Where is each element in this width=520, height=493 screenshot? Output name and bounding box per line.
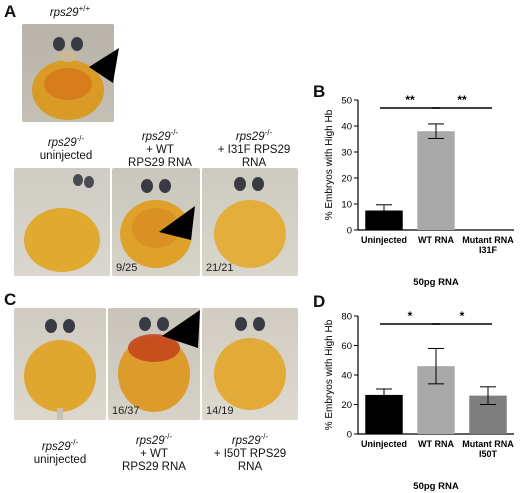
embryo-photo-a-uninjected — [14, 168, 110, 276]
caption-c-line: + WT — [140, 447, 168, 460]
embryo-photo-c-wt — [108, 308, 200, 420]
y-tick-label: 50 — [341, 96, 352, 107]
y-tick-label: 40 — [341, 122, 352, 133]
bar — [365, 210, 403, 230]
embryo-photo-a-mutant — [202, 168, 298, 276]
embryo-c-uninjected-drawing — [24, 319, 96, 420]
caption-a-gene: rps29 — [235, 130, 265, 143]
category-label: WT RNA — [418, 439, 454, 449]
category-label-line: I50T — [479, 449, 498, 459]
count-c-mutant: 14/19 — [206, 405, 234, 417]
arrowhead-icon — [89, 48, 119, 83]
caption-a-mutant: rps29-/- + I31F RPS29 RNA — [206, 126, 302, 170]
count-c-wt: 16/37 — [112, 405, 140, 417]
panel-b-letter: B — [313, 82, 326, 101]
wildtype-gene: rps29 — [49, 6, 79, 19]
y-tick-label: 40 — [341, 371, 352, 382]
caption-c-line: RNA — [237, 460, 263, 473]
caption-c-gene: rps29 — [231, 434, 261, 447]
y-tick-label: 20 — [341, 174, 352, 185]
y-tick-label: 60 — [341, 341, 352, 352]
caption-c-wt: rps29-/- + WT RPS29 RNA — [106, 430, 202, 474]
category-label-line: Mutant RNA — [462, 235, 514, 245]
chart-d: 0 20 40 60 80 % Embryos with High Hb Uninjecte… — [324, 309, 514, 492]
embryo-a-uninjected-drawing — [24, 174, 100, 272]
wildtype-label: rps29+/+ — [30, 2, 110, 20]
caption-c-genotype: -/- — [260, 432, 269, 441]
category-label: Uninjected — [361, 235, 407, 245]
caption-a-genotype: -/- — [76, 134, 85, 143]
category-label-line: Uninjected — [361, 235, 407, 245]
caption-a-line: + WT — [146, 143, 174, 156]
caption-a-uninjected: rps29-/- uninjected — [18, 132, 114, 163]
panel-d-letter: D — [313, 292, 326, 311]
embryo-photo-wildtype — [22, 24, 114, 122]
arrowhead-icon — [159, 206, 195, 240]
caption-c-mutant: rps29-/- + I50T RPS29 RNA — [202, 430, 298, 474]
chart-b: 0 10 20 30 40 50 % Embryos with High Hb Uninjec… — [324, 93, 514, 288]
y-tick-label: 0 — [347, 226, 352, 237]
significance-label: * — [408, 309, 413, 323]
caption-a-genotype: -/- — [264, 128, 273, 137]
embryo-photo-c-mutant — [202, 308, 298, 420]
caption-a-line: RNA — [241, 156, 267, 169]
caption-c-gene: rps29 — [41, 440, 71, 453]
bar — [365, 394, 403, 434]
category-label-line: WT RNA — [418, 235, 454, 245]
caption-c-gene: rps29 — [135, 434, 165, 447]
x-axis-label: 50pg RNA — [413, 481, 459, 492]
y-tick-label: 0 — [347, 430, 352, 441]
category-label-line: Uninjected — [361, 439, 407, 449]
embryo-c-wt-drawing — [118, 317, 190, 412]
x-axis-label: 50pg RNA — [413, 277, 459, 288]
caption-c-line: + I50T RPS29 — [213, 447, 287, 460]
bar — [417, 131, 455, 230]
significance-label: * — [460, 309, 465, 323]
embryo-wildtype-drawing — [32, 37, 104, 120]
significance-label: ** — [405, 93, 415, 107]
caption-a-line: + I31F RPS29 — [217, 143, 291, 156]
caption-a-line: uninjected — [39, 149, 93, 162]
y-tick-label: 80 — [341, 312, 352, 323]
category-label: Mutant RNA I31F — [462, 235, 514, 255]
caption-c-uninjected: rps29-/- uninjected — [12, 436, 108, 467]
panel-c-letter: C — [4, 290, 17, 309]
panel-a-letter: A — [4, 2, 17, 21]
y-tick-label: 20 — [341, 400, 352, 411]
category-label: Mutant RNA I50T — [462, 439, 514, 459]
embryo-photo-c-uninjected — [14, 308, 106, 420]
caption-a-genotype: -/- — [170, 128, 179, 137]
category-label-line: I31F — [479, 245, 498, 255]
embryo-a-wt-drawing — [120, 179, 192, 268]
y-axis-label: % Embryos with High Hb — [324, 319, 335, 430]
caption-a-gene: rps29 — [47, 136, 77, 149]
embryo-c-mutant-drawing — [214, 317, 286, 410]
category-label-line: Mutant RNA — [462, 439, 514, 449]
caption-a-line: RPS29 RNA — [128, 156, 192, 169]
count-a-mutant: 21/21 — [206, 262, 234, 274]
significance-label: ** — [457, 93, 467, 107]
category-label: WT RNA — [418, 235, 454, 245]
caption-a-gene: rps29 — [141, 130, 171, 143]
caption-c-genotype: -/- — [70, 438, 79, 447]
caption-c-line: uninjected — [33, 453, 87, 466]
y-axis-label: % Embryos with High Hb — [324, 109, 335, 220]
wildtype-genotype: +/+ — [78, 4, 91, 13]
category-label-line: WT RNA — [418, 439, 454, 449]
arrowhead-icon — [162, 310, 200, 348]
y-tick-label: 30 — [341, 148, 352, 159]
y-tick-label: 10 — [341, 200, 352, 211]
caption-c-line: RPS29 RNA — [122, 460, 186, 473]
embryo-a-mutant-drawing — [214, 177, 286, 268]
count-a-wt: 9/25 — [116, 262, 138, 274]
caption-a-wt: rps29-/- + WT RPS29 RNA — [112, 126, 208, 170]
caption-c-genotype: -/- — [164, 432, 173, 441]
category-label: Uninjected — [361, 439, 407, 449]
